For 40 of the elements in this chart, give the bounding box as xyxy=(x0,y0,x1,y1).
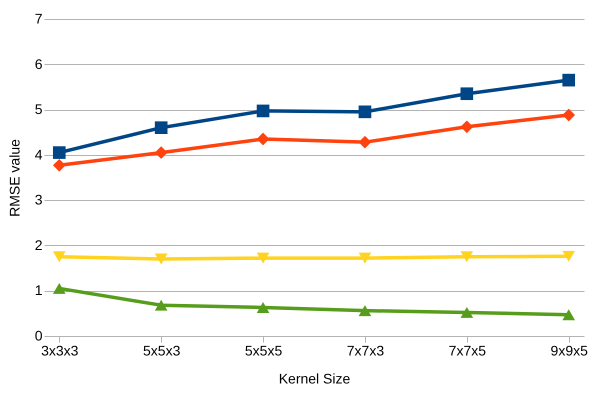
point xyxy=(154,146,168,159)
point xyxy=(460,306,474,318)
y-tick-label: 7 xyxy=(34,10,43,26)
point xyxy=(154,121,168,134)
x-tick-label: 5x5x5 xyxy=(244,342,282,358)
y-tick-label: 4 xyxy=(34,146,43,162)
point xyxy=(52,282,66,294)
point xyxy=(358,106,372,118)
point xyxy=(256,132,270,146)
point xyxy=(562,250,576,262)
point xyxy=(52,158,66,172)
x-tick-label: 5x5x3 xyxy=(142,342,181,358)
point xyxy=(460,251,474,262)
x-axis-title: Kernel Size xyxy=(278,370,351,386)
y-axis-title: RMSE value xyxy=(6,138,23,217)
y-tick-label: 0 xyxy=(34,328,43,344)
point xyxy=(154,254,168,264)
point xyxy=(562,74,576,86)
y-tick-label: 1 xyxy=(34,282,43,298)
x-tick-label: 3x3x3 xyxy=(41,342,79,358)
point xyxy=(562,309,576,320)
y-tick-label: 5 xyxy=(34,101,43,118)
y-tick-label: 6 xyxy=(34,56,43,72)
y-tick-label: 2 xyxy=(34,236,43,253)
point xyxy=(460,87,474,100)
point xyxy=(358,252,372,264)
point xyxy=(460,120,474,134)
point xyxy=(256,252,270,264)
point xyxy=(256,302,270,313)
point xyxy=(154,300,168,311)
point xyxy=(52,146,66,159)
point xyxy=(256,104,270,118)
x-tick-label: 7x7x5 xyxy=(448,342,486,358)
point xyxy=(562,108,576,122)
x-tick-label: 7x7x3 xyxy=(346,342,384,358)
point xyxy=(52,251,66,262)
point xyxy=(358,136,372,148)
x-tick-label: 9x9x5 xyxy=(550,342,588,358)
point xyxy=(358,305,372,316)
y-tick-label: 3 xyxy=(34,192,43,208)
